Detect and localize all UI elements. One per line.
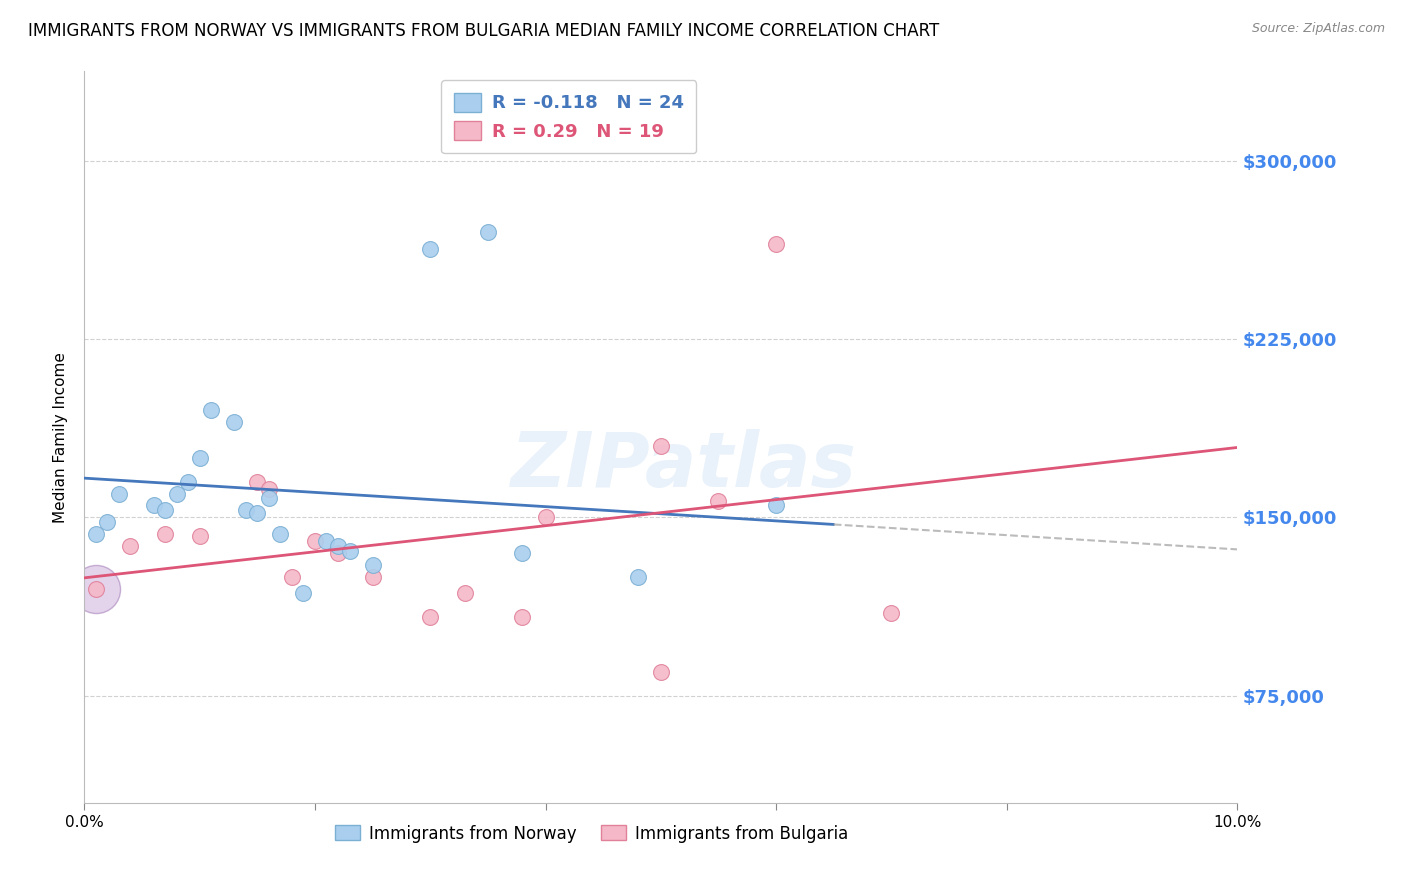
- Point: [512, 610, 534, 624]
- Point: [534, 510, 557, 524]
- Point: [96, 515, 118, 529]
- Point: [188, 529, 211, 543]
- Point: [512, 546, 534, 560]
- Point: [257, 482, 280, 496]
- Point: [166, 486, 188, 500]
- Point: [650, 665, 672, 679]
- Point: [84, 582, 107, 596]
- Point: [84, 582, 107, 596]
- Text: IMMIGRANTS FROM NORWAY VS IMMIGRANTS FROM BULGARIA MEDIAN FAMILY INCOME CORRELAT: IMMIGRANTS FROM NORWAY VS IMMIGRANTS FRO…: [28, 22, 939, 40]
- Text: Source: ZipAtlas.com: Source: ZipAtlas.com: [1251, 22, 1385, 36]
- Point: [235, 503, 257, 517]
- Point: [361, 570, 384, 584]
- Text: ZIPatlas: ZIPatlas: [510, 429, 856, 503]
- Point: [765, 499, 787, 513]
- Point: [419, 242, 441, 256]
- Point: [281, 570, 304, 584]
- Point: [269, 527, 291, 541]
- Point: [304, 534, 326, 549]
- Point: [880, 606, 903, 620]
- Point: [142, 499, 165, 513]
- Point: [326, 539, 349, 553]
- Point: [454, 586, 477, 600]
- Point: [315, 534, 337, 549]
- Point: [765, 236, 787, 251]
- Point: [120, 539, 142, 553]
- Point: [153, 503, 176, 517]
- Point: [200, 403, 222, 417]
- Point: [477, 225, 499, 239]
- Point: [246, 475, 269, 489]
- Point: [292, 586, 315, 600]
- Y-axis label: Median Family Income: Median Family Income: [53, 351, 69, 523]
- Point: [246, 506, 269, 520]
- Point: [188, 450, 211, 465]
- Point: [650, 439, 672, 453]
- Point: [361, 558, 384, 572]
- Point: [326, 546, 349, 560]
- Point: [84, 527, 107, 541]
- Point: [419, 610, 441, 624]
- Point: [257, 491, 280, 506]
- Point: [153, 527, 176, 541]
- Point: [339, 543, 361, 558]
- Point: [177, 475, 200, 489]
- Point: [627, 570, 650, 584]
- Point: [108, 486, 131, 500]
- Legend: Immigrants from Norway, Immigrants from Bulgaria: Immigrants from Norway, Immigrants from …: [329, 818, 855, 849]
- Point: [224, 415, 246, 429]
- Point: [707, 493, 730, 508]
